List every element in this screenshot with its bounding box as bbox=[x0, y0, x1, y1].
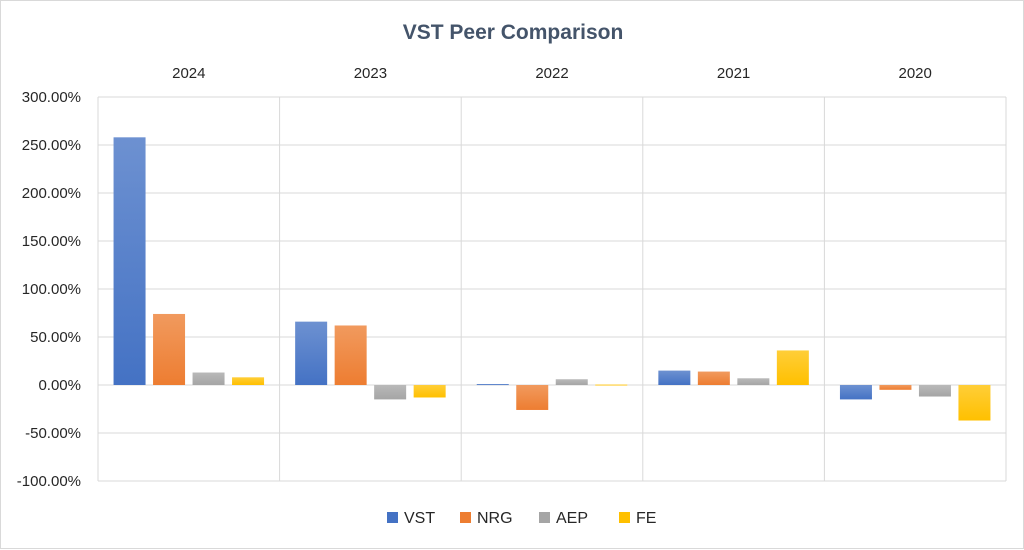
category-labels: 2024 2023 2022 2021 2020 bbox=[172, 65, 932, 82]
bar-fe-2023 bbox=[413, 385, 446, 398]
bar-aep-2022 bbox=[555, 379, 588, 385]
y-axis-tick-labels: 300.00% 250.00% 200.00% 150.00% 100.00% 50.00… bbox=[17, 89, 81, 490]
legend-swatch-aep bbox=[539, 512, 550, 523]
y-tick-label: 150.00% bbox=[22, 233, 81, 250]
category-label: 2022 bbox=[535, 65, 568, 82]
y-tick-label: 50.00% bbox=[30, 329, 81, 346]
y-tick-label: 300.00% bbox=[22, 89, 81, 106]
bar-vst-2023 bbox=[295, 321, 328, 385]
bar-aep-2020 bbox=[918, 385, 951, 397]
bar-nrg-2022 bbox=[516, 385, 549, 410]
legend-label-aep: AEP bbox=[556, 510, 588, 527]
y-tick-label: -50.00% bbox=[25, 425, 81, 442]
bar-aep-2024 bbox=[192, 372, 225, 385]
bar-fe-2024 bbox=[232, 377, 265, 385]
bar-fe-2022 bbox=[595, 384, 628, 386]
y-tick-label: 250.00% bbox=[22, 137, 81, 154]
bar-fe-2020 bbox=[958, 385, 991, 421]
category-label: 2023 bbox=[354, 65, 387, 82]
category-label: 2021 bbox=[717, 65, 750, 82]
y-tick-label: 200.00% bbox=[22, 185, 81, 202]
legend-swatch-vst bbox=[387, 512, 398, 523]
gridlines bbox=[97, 96, 1007, 482]
legend: VST NRG AEP FE bbox=[387, 510, 656, 527]
y-tick-label: 0.00% bbox=[38, 377, 81, 394]
bar-aep-2023 bbox=[374, 385, 407, 400]
bar-nrg-2021 bbox=[697, 371, 730, 385]
bars bbox=[113, 137, 991, 421]
category-label: 2020 bbox=[899, 65, 932, 82]
bar-vst-2024 bbox=[113, 137, 146, 385]
legend-swatch-nrg bbox=[460, 512, 471, 523]
bar-fe-2021 bbox=[776, 350, 809, 385]
bar-nrg-2024 bbox=[153, 313, 186, 385]
y-tick-label: -100.00% bbox=[17, 473, 81, 490]
y-tick-label: 100.00% bbox=[22, 281, 81, 298]
chart-title: VST Peer Comparison bbox=[403, 21, 624, 44]
legend-label-nrg: NRG bbox=[477, 510, 513, 527]
bar-vst-2020 bbox=[839, 385, 872, 400]
bar-aep-2021 bbox=[737, 378, 770, 385]
bar-vst-2021 bbox=[658, 370, 691, 385]
bar-vst-2022 bbox=[476, 384, 509, 386]
bar-nrg-2020 bbox=[879, 385, 912, 390]
legend-label-vst: VST bbox=[404, 510, 435, 527]
category-label: 2024 bbox=[172, 65, 205, 82]
legend-label-fe: FE bbox=[636, 510, 656, 527]
legend-swatch-fe bbox=[619, 512, 630, 523]
bar-nrg-2023 bbox=[334, 325, 367, 385]
